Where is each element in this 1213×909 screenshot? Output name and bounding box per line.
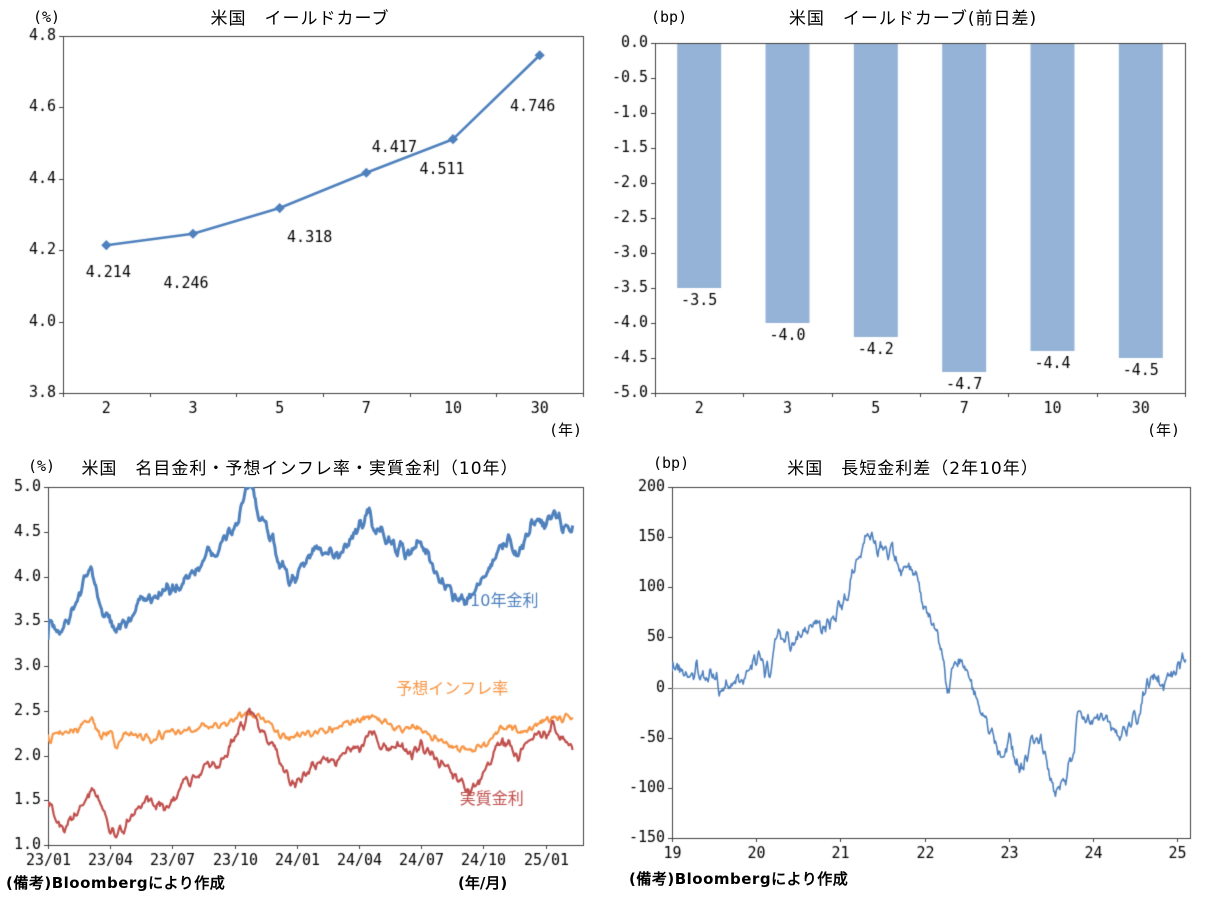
chart-title: 米国 イールドカーブ(前日差) <box>788 9 1038 29</box>
x-axis-unit-label: (年/月) <box>458 874 508 892</box>
source-note: (備考)Bloombergにより作成 <box>6 874 226 892</box>
panel-yield-curve-change: (bp) 米国 イールドカーブ(前日差) (年) <box>613 0 1213 447</box>
y-axis-unit-label: (bp) <box>653 454 690 472</box>
panel-rates-decomposition: (%) 米国 名目金利・予想インフレ率・実質金利（10年） (備考)Bloomb… <box>0 448 600 909</box>
rates-decomposition-chart-canvas <box>0 448 600 909</box>
yield-curve-chart-canvas <box>0 0 600 447</box>
chart-title: 米国 長短金利差（2年10年） <box>787 459 1039 479</box>
panel-2s10s-spread: (bp) 米国 長短金利差（2年10年） (備考)Bloombergにより作成 <box>613 448 1213 909</box>
yield-curve-change-chart-canvas <box>613 0 1213 447</box>
x-axis-unit-label: (年) <box>1146 421 1180 439</box>
source-note: (備考)Bloombergにより作成 <box>629 870 849 888</box>
panel-yield-curve: (%) 米国 イールドカーブ (年) <box>0 0 600 447</box>
chart-title: 米国 名目金利・予想インフレ率・実質金利（10年） <box>81 459 519 479</box>
y-axis-unit-label: (%) <box>28 457 56 475</box>
spread-chart-canvas <box>613 448 1213 909</box>
x-axis-unit-label: (年) <box>548 421 582 439</box>
y-axis-unit-label: (bp) <box>651 8 688 26</box>
y-axis-unit-label: (%) <box>33 8 61 26</box>
chart-title: 米国 イールドカーブ <box>210 9 390 29</box>
